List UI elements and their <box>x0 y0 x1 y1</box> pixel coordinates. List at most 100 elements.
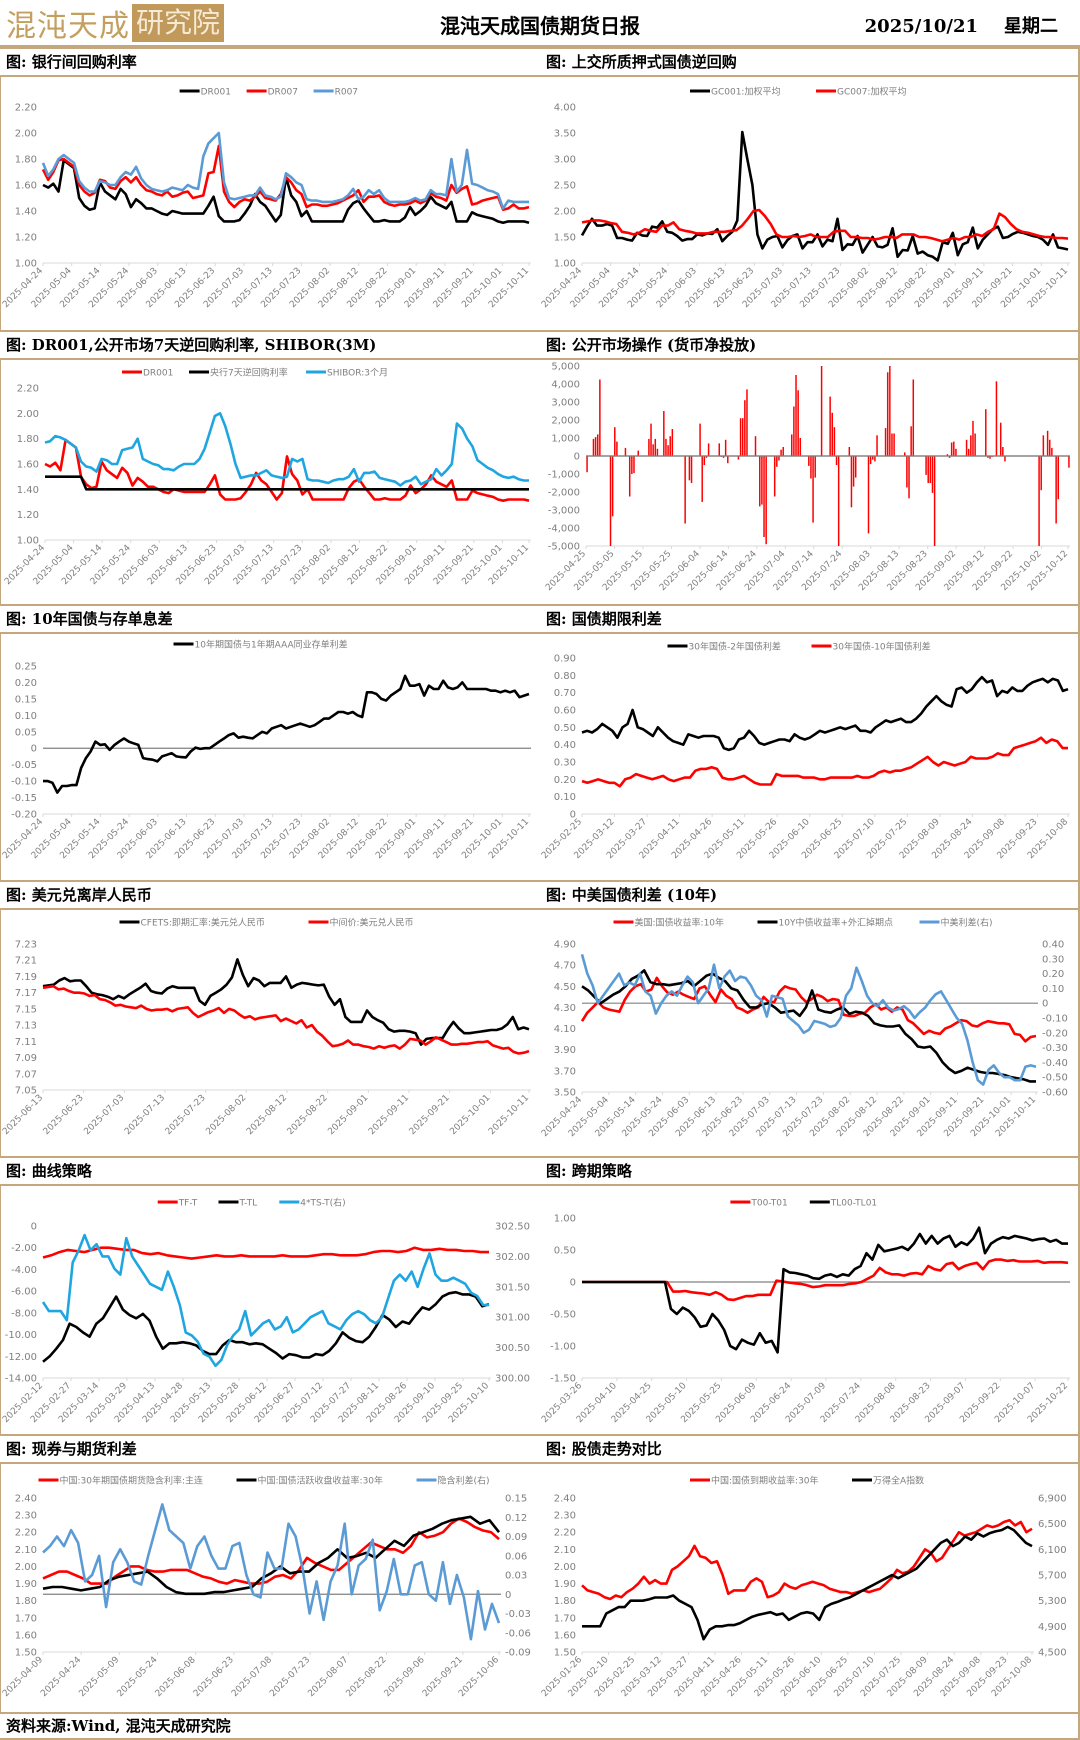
series-line-1 <box>581 969 1036 1083</box>
series-line-0 <box>42 1517 500 1585</box>
series-line-0 <box>580 976 1037 1043</box>
chart-c7: CFETS:即期汇率:美元兑人民币 中间价:美元兑人民币7.057.077.097… <box>1 917 531 1138</box>
section-title-c10: 图: 跨期策略 <box>540 1156 1080 1186</box>
y-tick-label: -0.20 <box>11 810 37 821</box>
y-tick-label: -4,000 <box>548 524 580 535</box>
legend-label: CFETS:即期汇率:美元兑人民币 <box>141 917 265 929</box>
legend: DR001 央行7天逆回购利率 SHIBOR:3个月 <box>122 367 388 379</box>
bar <box>974 433 976 456</box>
chart-c9: TF-T T-TL 4*TS-T(右) -14.00 -12.00 -10.00 -8.00… <box>1 1197 530 1426</box>
x-axis: 2025-04-242025-05-042025-05-142025-05-24… <box>1 263 531 310</box>
bar <box>829 396 831 456</box>
bar <box>812 456 814 523</box>
series-line-1 <box>582 1525 1033 1641</box>
section-title-c2: 图: 上交所质押式国债逆回购 <box>540 47 1080 77</box>
y-tick-label: 1.50 <box>15 1648 37 1659</box>
y-tick-label-right: 0.40 <box>1042 940 1064 951</box>
y-tick-label: -2,000 <box>548 488 580 499</box>
y-tick-label-right: -0.60 <box>1042 1088 1068 1099</box>
y-tick-label-right: -0.50 <box>1042 1073 1068 1084</box>
legend-label: T-TL <box>239 1199 258 1209</box>
y-tick-label: 1.60 <box>15 181 37 192</box>
bar <box>596 434 599 456</box>
y-tick-label: 2.00 <box>15 1562 37 1573</box>
legend-label: GC007:加权平均 <box>837 86 906 98</box>
bar <box>797 390 799 456</box>
x-tick-label: 2025-10-11 <box>487 1093 531 1137</box>
bar <box>791 434 793 456</box>
bar <box>820 366 823 456</box>
y-tick-label: 0.90 <box>554 654 576 665</box>
y-axis-left: -1.50 -1.00 -0.50 0 0.50 1.00 <box>550 1214 576 1385</box>
y-tick-label: 7.23 <box>15 940 37 951</box>
bar <box>970 435 972 456</box>
x-axis: 2025-02-122025-02-272025-03-142025-03-29… <box>1 1378 491 1425</box>
bar <box>705 456 708 458</box>
y-tick-label: 1.80 <box>554 1596 576 1607</box>
y-tick-label-right: 0.15 <box>505 1494 527 1505</box>
chart-panel-c3: DR001 央行7天逆回购利率 SHIBOR:3个月 1.00 1.20 1.40 1.60… <box>0 358 540 604</box>
y-axis-right: -0.60 -0.50 -0.40 -0.30 -0.20 -0.10 0 0.10 0.20 0… <box>1042 940 1068 1099</box>
y-tick-label-right: 5,700 <box>1038 1571 1067 1582</box>
y-axis-left: 1.50 1.60 1.70 1.80 1.90 2.00 2.10 2.20 2.30 2.40 <box>554 1494 576 1659</box>
y-tick-label-right: 5,300 <box>1038 1596 1067 1607</box>
legend-label: DR001 <box>143 369 173 379</box>
y-tick-label: 1.80 <box>15 155 37 166</box>
bar <box>933 456 936 546</box>
series-line-1 <box>42 984 530 1055</box>
bar <box>965 439 968 456</box>
bar <box>989 456 991 459</box>
bar <box>810 456 812 479</box>
bar <box>744 400 746 456</box>
y-tick-label-right: 302.50 <box>495 1222 530 1233</box>
legend-label: 中美利差(右) <box>941 917 993 929</box>
bar <box>850 456 853 508</box>
y-axis-left: -14.00 -12.00 -10.00 -8.00 -6.00 -4.00 -2.00 0 <box>5 1222 37 1385</box>
y-tick-label: 7.13 <box>15 1021 37 1032</box>
x-tick-label: 2025-06-23 <box>42 1093 86 1137</box>
y-tick-label: 0.05 <box>15 727 37 738</box>
y-tick-label-right: 302.00 <box>495 1252 530 1263</box>
y-tick-label: 1.20 <box>15 233 37 244</box>
y-tick-label: 1.70 <box>554 1613 576 1624</box>
bar <box>586 456 588 473</box>
legend: CFETS:即期汇率:美元兑人民币 中间价:美元兑人民币 <box>119 917 414 929</box>
y-tick-label: -0.10 <box>11 777 37 788</box>
bar-series <box>586 366 1070 546</box>
bar <box>654 438 657 456</box>
chart-c11: 中国:30年期国债期货隐含利率:主连 中国:国债活跃收盘收益率:30年 隐含利差(右… <box>1 1475 531 1700</box>
y-tick-label: 1.40 <box>17 485 39 496</box>
legend-label: DR001 <box>201 88 231 98</box>
bar <box>831 412 834 456</box>
y-tick-label: 0.15 <box>15 694 37 705</box>
bar <box>906 456 908 488</box>
y-tick-label: 0.10 <box>15 711 37 722</box>
bar <box>908 456 910 499</box>
y-tick-label-right: -0.20 <box>1042 1028 1068 1039</box>
bar <box>741 418 744 456</box>
bar <box>912 379 915 456</box>
bar <box>631 456 633 474</box>
bar <box>867 456 870 534</box>
chart-c5: 10年期国债与1年期AAA同业存单利差 -0.20 -0.15 -0.10 -0.05 0… <box>1 639 531 862</box>
x-axis: 2025-02-252025-03-122025-03-272025-04-11… <box>540 814 1070 861</box>
y-tick-label: -5,000 <box>548 542 580 553</box>
bar <box>872 456 874 460</box>
bar <box>637 450 639 456</box>
y-tick-label: 3,000 <box>551 398 580 409</box>
bar <box>746 389 748 456</box>
chart-panel-c7: CFETS:即期汇率:美元兑人民币 中间价:美元兑人民币 7.05 7.07 7.09 7… <box>0 908 540 1156</box>
legend-label: 10年期国债与1年期AAA同业存单利差 <box>195 639 348 651</box>
chart-panel-c1: DR001 DR007 R007 1.00 1.20 1.40 1.60 1.80 2.00 2.… <box>0 77 540 330</box>
bar <box>931 456 934 493</box>
y-tick-label-right: -0.40 <box>1042 1058 1068 1069</box>
y-axis-left: 3.50 3.70 3.90 4.10 4.30 4.50 4.70 4.90 <box>554 940 576 1099</box>
bar <box>876 435 878 456</box>
y-tick-label: -0.15 <box>11 793 37 804</box>
y-tick-label-right: 301.50 <box>495 1282 530 1293</box>
bar <box>669 436 671 456</box>
y-tick-label: 0 <box>31 1222 37 1233</box>
bar <box>886 372 889 456</box>
section-title-c9: 图: 曲线策略 <box>0 1156 541 1186</box>
section-title-c4: 图: 公开市场操作 (货币净投放) <box>540 330 1080 360</box>
